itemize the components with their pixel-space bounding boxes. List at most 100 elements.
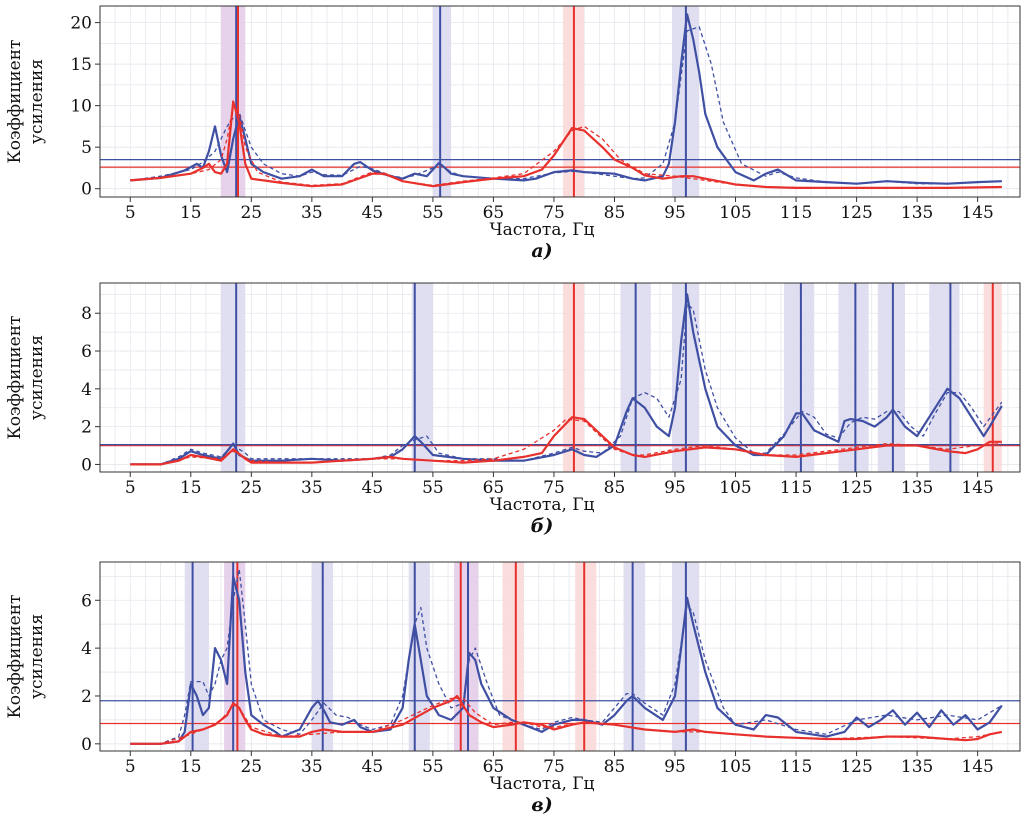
panel-a-series-red-dashed [130, 105, 1002, 189]
panel-a-x-tick-label: 5 [125, 203, 136, 223]
panel-c-series-red-solid [130, 694, 1003, 745]
panel-b-band-5 [783, 283, 815, 472]
panel-b-x-tick-label: 5 [125, 478, 136, 498]
panel-a-x-tick-label: 135 [901, 203, 933, 223]
panel-c-x-tick-label: 55 [422, 757, 444, 777]
panel-a-x-tick-label: 15 [180, 203, 202, 223]
panel-a-series-red-solid [130, 100, 1002, 189]
panel-b-x-tick-label: 115 [780, 478, 812, 498]
panel-c-x-tick-label: 15 [180, 757, 202, 777]
panel-b-frame [99, 282, 1021, 473]
panel-a-x-tick-label: 115 [780, 203, 812, 223]
panel-a: 5 15 25 35 45 55 65 75 85 95 105 115 125 135 145 0 5 10 15… [5, 5, 1021, 262]
panel-b-x-tick-label: 75 [543, 478, 565, 498]
panel-c-x-tick-label: 145 [961, 757, 993, 777]
panel-c-band-4 [454, 562, 479, 751]
panel-b-series-red-dashed [130, 418, 1002, 466]
panel-a-x-tick-label: 55 [422, 203, 444, 223]
panel-c-grid [99, 562, 1020, 751]
panel-b-x-tick-label: 25 [240, 478, 262, 498]
panel-a-y-tick-label: 20 [70, 14, 92, 34]
panel-b-band-8 [929, 283, 960, 472]
panel-c-band-5 [502, 562, 524, 751]
panel-b-x-tick-label: 65 [483, 478, 505, 498]
panel-c-x-tick-label: 35 [301, 757, 323, 777]
panel-c-x-tick-label: 65 [483, 757, 505, 777]
panel-a-label: а) [531, 240, 552, 262]
panel-a-frame [99, 5, 1021, 198]
panel-b-x-tick-label: 45 [362, 478, 384, 498]
panel-b-y-axis-title-line-1: усиления [27, 335, 47, 420]
panel-c-y-tick-label: 2 [81, 687, 92, 707]
panel-c-band-0 [184, 562, 209, 751]
panel-c-y-axis-title-line-0: Коэффициент [5, 595, 25, 719]
panel-c: 5 15 25 35 45 55 65 75 85 95 105 115 125 135 145 0 2 4 6 Ча… [5, 561, 1021, 816]
panel-a-y-tick-label: 5 [81, 138, 92, 158]
panel-c-x-tick-label: 125 [840, 757, 872, 777]
panel-c-y-tick-label: 0 [81, 735, 92, 755]
panel-c-x-tick-label: 135 [901, 757, 933, 777]
panel-c-x-tick-label: 5 [125, 757, 136, 777]
panel-c-band-1 [224, 562, 246, 751]
panel-c-series-blue-dashed [130, 568, 1003, 745]
panel-c-x-tick-label: 95 [664, 757, 686, 777]
panel-a-y-tick-label: 10 [70, 97, 92, 117]
panel-b-y-tick-label: 8 [81, 304, 92, 324]
panel-c-band-7 [623, 562, 645, 751]
panel-b-x-tick-label: 85 [604, 478, 626, 498]
panel-b-band-1 [411, 283, 433, 472]
panel-c-y-axis-title-line-1: усиления [27, 614, 47, 699]
panel-a-band-1 [432, 6, 452, 197]
panel-b-x-tick-label: 35 [301, 478, 323, 498]
panel-b-x-tick-label: 135 [901, 478, 933, 498]
panel-c-y-tick-label: 4 [81, 639, 92, 659]
panel-c-frame [99, 561, 1021, 752]
panel-c-series-red-dashed [130, 697, 1002, 745]
panel-c-x-tick-label: 115 [780, 757, 812, 777]
panel-a-x-tick-label: 95 [664, 203, 686, 223]
panel-b-y-axis-title-line-0: Коэффициент [5, 316, 25, 440]
panel-a-x-tick-label: 25 [240, 203, 262, 223]
panel-c-x-tick-label: 85 [604, 757, 626, 777]
panel-a-series-blue-dashed [130, 26, 1002, 185]
panel-c-x-tick-label: 25 [240, 757, 262, 777]
panel-b-y-tick-label: 2 [81, 418, 92, 438]
panel-b-x-tick-label: 15 [180, 478, 202, 498]
panel-b-y-tick-label: 0 [81, 455, 92, 475]
panel-a-x-tick-label: 105 [719, 203, 751, 223]
panel-b-series-blue-dashed [130, 303, 1003, 466]
panel-a-y-tick-label: 0 [81, 180, 92, 200]
panel-a-x-tick-label: 65 [483, 203, 505, 223]
panel-b-band-7 [877, 283, 905, 472]
panel-b-x-tick-label: 125 [840, 478, 872, 498]
panel-b-x-axis-title: Частота, Гц [490, 495, 595, 515]
panel-a-y-axis-title-line-0: Коэффициент [5, 40, 25, 164]
panel-b-band-6 [838, 283, 869, 472]
panel-c-x-tick-label: 105 [719, 757, 751, 777]
panel-b-label: б) [531, 515, 554, 537]
panel-a-x-tick-label: 35 [301, 203, 323, 223]
panel-a-x-tick-label: 45 [362, 203, 384, 223]
panel-a-y-axis-title-line-1: усиления [27, 59, 47, 144]
panel-b-y-tick-label: 6 [81, 342, 92, 362]
panel-b-x-tick-label: 145 [961, 478, 993, 498]
panel-b-x-tick-label: 95 [664, 478, 686, 498]
panel-a-x-tick-label: 85 [604, 203, 626, 223]
panel-b-band-0 [221, 283, 246, 472]
panel-c-label: в) [531, 794, 552, 816]
panel-a-x-tick-label: 125 [840, 203, 872, 223]
panel-a-x-axis-title: Частота, Гц [490, 220, 595, 240]
panel-b-x-tick-label: 105 [719, 478, 751, 498]
panel-c-series-blue-solid [130, 575, 1003, 745]
panel-a-x-tick-label: 145 [961, 203, 993, 223]
panel-c-x-tick-label: 45 [362, 757, 384, 777]
panel-c-x-axis-title: Частота, Гц [490, 774, 595, 794]
panel-b: 5 15 25 35 45 55 65 75 85 95 105 115 125 135 145 0 2 4 6 8 Ч… [5, 282, 1021, 537]
panel-c-x-tick-label: 75 [543, 757, 565, 777]
panel-c-band-6 [575, 562, 597, 751]
panel-a-x-tick-label: 75 [543, 203, 565, 223]
panel-b-x-tick-label: 55 [422, 478, 444, 498]
panel-b-y-tick-label: 4 [81, 380, 92, 400]
panel-c-y-tick-label: 6 [81, 591, 92, 611]
